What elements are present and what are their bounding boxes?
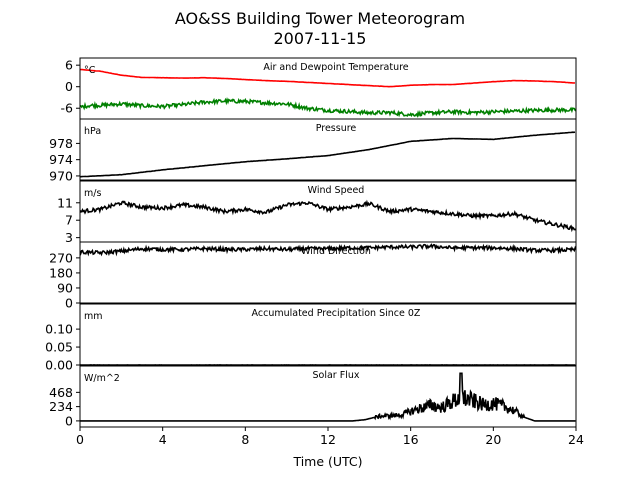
y-tick-label: 270 [49,250,73,265]
y-tick-label: 3 [65,230,73,245]
y-tick-label: 6 [65,58,73,73]
y-tick-label: 180 [49,265,73,280]
panel-unit-label: hPa [84,126,101,137]
y-tick-label: 978 [49,136,73,151]
x-tick-label: 4 [159,432,167,447]
panel-2: 11 7 3 Wind Speed m/s [57,181,576,245]
series-line-1-0 [80,132,575,177]
panel-title: Solar Flux [313,370,360,381]
y-tick-label: 0.05 [45,340,73,355]
x-tick-label: 16 [403,432,419,447]
y-tick-label: 0.10 [45,322,73,337]
series-line-2-0 [80,201,576,230]
panel-title: Wind Speed [308,185,365,196]
series-line-0-1 [80,100,576,116]
y-tick-label: 90 [57,280,73,295]
figure-title-line1: AO&SS Building Tower Meteorogram [175,9,465,28]
panel-unit-label: mm [84,311,103,322]
panel-title: Accumulated Precipitation Since 0Z [252,308,421,319]
panel-unit-label: m/s [84,188,101,199]
y-tick-label: -6 [61,101,74,116]
x-tick-label: 20 [485,432,501,447]
x-tick-label: 8 [241,432,249,447]
y-tick-label: 0 [65,413,73,428]
panel-unit-label: W/m^2 [84,373,120,384]
panel-unit-label: °C [84,65,96,76]
y-tick-label: 970 [49,168,73,183]
panel-0: 6 0 -6 Air and Dewpoint Temperature °C [61,58,576,119]
panel-title: Pressure [316,123,357,134]
y-tick-label: 0.00 [45,358,73,373]
panel-title: Wind Direction [301,246,371,257]
y-tick-label: 0 [65,79,73,94]
y-tick-label: 974 [49,152,73,167]
x-axis: 0 4 8 12 16 20 24 [76,427,584,447]
panels-group: 6 0 -6 Air and Dewpoint Temperature °C 978974… [45,58,576,429]
panel-4: 0.10 0.05 0.00 Accumulated Precipitation Si… [45,304,576,373]
y-tick-label: 7 [65,213,73,228]
y-tick-label: 468 [49,385,73,400]
x-tick-label: 24 [568,432,584,447]
y-tick-label: 0 [65,296,73,311]
x-axis-label: Time (UTC) [292,454,362,469]
figure-title-line2: 2007-11-15 [274,29,367,48]
y-tick-label: 11 [57,195,73,210]
x-tick-label: 0 [76,432,84,447]
panel-title: Air and Dewpoint Temperature [263,62,408,73]
y-tick-label: 234 [49,399,73,414]
x-tick-label: 12 [320,432,336,447]
